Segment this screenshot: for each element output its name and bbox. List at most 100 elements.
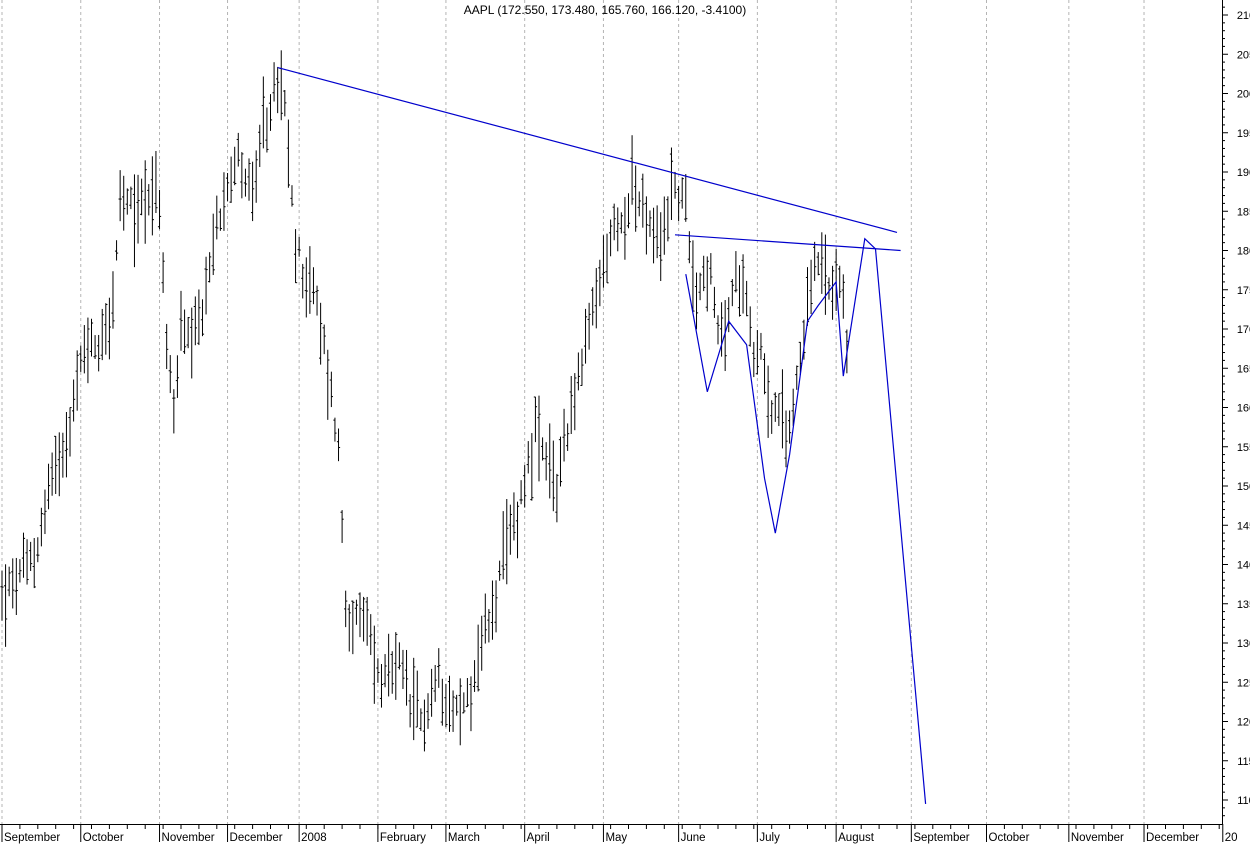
x-tick-label: June bbox=[681, 832, 706, 844]
y-tick-label: 175 bbox=[1237, 285, 1250, 297]
price-bar bbox=[32, 537, 36, 589]
price-bar bbox=[369, 614, 373, 656]
price-bar bbox=[172, 389, 176, 434]
x-tick-label: September bbox=[913, 832, 969, 844]
x-tick-label: 2008 bbox=[301, 832, 327, 844]
price-bar bbox=[408, 694, 412, 728]
price-bar bbox=[598, 259, 602, 307]
x-tick-label: December bbox=[1146, 832, 1199, 844]
price-bar bbox=[186, 317, 190, 349]
y-tick-label: 110 bbox=[1237, 795, 1250, 807]
price-bar bbox=[193, 296, 197, 346]
price-bar bbox=[143, 160, 147, 244]
price-bar bbox=[673, 171, 677, 199]
price-bar bbox=[243, 168, 248, 197]
price-bar bbox=[465, 677, 469, 708]
price-bar bbox=[544, 442, 548, 481]
price-bar bbox=[827, 277, 831, 300]
price-bar bbox=[623, 196, 627, 260]
price-bar bbox=[476, 624, 480, 692]
price-bar bbox=[354, 599, 359, 625]
price-bar bbox=[283, 89, 287, 117]
price-bar bbox=[197, 289, 201, 346]
price-bar bbox=[472, 660, 477, 692]
y-tick-label: 150 bbox=[1237, 481, 1250, 493]
price-bar bbox=[655, 205, 659, 259]
price-bar bbox=[200, 299, 205, 337]
price-bar bbox=[716, 315, 720, 345]
price-bar bbox=[580, 348, 584, 386]
trendline bbox=[685, 237, 927, 804]
price-bar bbox=[587, 302, 591, 350]
y-tick-label: 160 bbox=[1237, 403, 1250, 415]
price-bar bbox=[601, 235, 606, 288]
y-tick-label: 190 bbox=[1237, 167, 1250, 179]
price-bar bbox=[555, 473, 559, 523]
price-bar bbox=[709, 253, 713, 285]
price-bar bbox=[759, 332, 763, 360]
price-bar bbox=[54, 435, 58, 494]
price-bar bbox=[340, 510, 344, 543]
price-bar bbox=[648, 210, 652, 237]
x-tick-label: April bbox=[527, 832, 550, 844]
x-tick-label: October bbox=[83, 832, 124, 844]
price-bar bbox=[519, 480, 523, 505]
price-bar bbox=[483, 593, 487, 644]
price-bar bbox=[147, 184, 151, 216]
price-bar bbox=[390, 651, 394, 694]
y-tick-label: 195 bbox=[1237, 128, 1250, 140]
price-bar bbox=[419, 708, 423, 731]
price-bar bbox=[161, 252, 165, 293]
price-bar bbox=[279, 50, 283, 121]
price-bar bbox=[741, 254, 745, 314]
price-bar bbox=[179, 290, 183, 351]
price-bar bbox=[286, 119, 290, 188]
y-tick-label: 185 bbox=[1237, 206, 1250, 218]
price-bar bbox=[344, 590, 348, 628]
price-bar bbox=[630, 135, 634, 205]
price-bar bbox=[777, 393, 781, 427]
price-bar bbox=[397, 642, 401, 670]
price-bar bbox=[122, 175, 126, 231]
price-bar bbox=[773, 392, 777, 422]
price-bar bbox=[93, 335, 97, 360]
plot-frame bbox=[0, 0, 1223, 825]
price-bar bbox=[276, 66, 280, 114]
price-bar bbox=[766, 365, 770, 438]
price-bar bbox=[208, 252, 212, 283]
y-tick-label: 145 bbox=[1237, 520, 1250, 532]
price-bar bbox=[319, 302, 323, 365]
chart-title: AAPL (172.550, 173.480, 165.760, 166.120… bbox=[464, 3, 746, 17]
price-bar bbox=[727, 297, 731, 333]
price-bar bbox=[612, 203, 616, 241]
price-bar bbox=[755, 330, 759, 375]
price-bar bbox=[533, 396, 538, 443]
price-bar bbox=[762, 353, 767, 395]
price-bar bbox=[329, 371, 333, 408]
price-bar bbox=[107, 297, 111, 360]
price-bar bbox=[229, 156, 233, 203]
price-bar bbox=[326, 349, 330, 420]
price-bar bbox=[669, 147, 674, 220]
price-bar bbox=[21, 532, 26, 578]
price-bar bbox=[311, 267, 316, 305]
price-bar bbox=[737, 265, 742, 317]
price-bar bbox=[182, 309, 187, 354]
y-tick-label: 155 bbox=[1237, 442, 1250, 454]
price-bar bbox=[462, 692, 466, 714]
price-bar bbox=[347, 604, 351, 652]
price-bar bbox=[447, 675, 452, 732]
price-bar bbox=[719, 302, 724, 357]
price-bar bbox=[838, 265, 842, 298]
price-bar bbox=[46, 463, 51, 510]
price-bar bbox=[562, 408, 566, 462]
price-bar bbox=[712, 286, 717, 318]
price-bar bbox=[684, 174, 688, 222]
price-bar bbox=[100, 308, 104, 361]
price-bar bbox=[705, 256, 709, 312]
price-bar bbox=[43, 489, 47, 535]
x-tick-label: 20 bbox=[1225, 832, 1238, 844]
price-bar bbox=[89, 318, 94, 357]
